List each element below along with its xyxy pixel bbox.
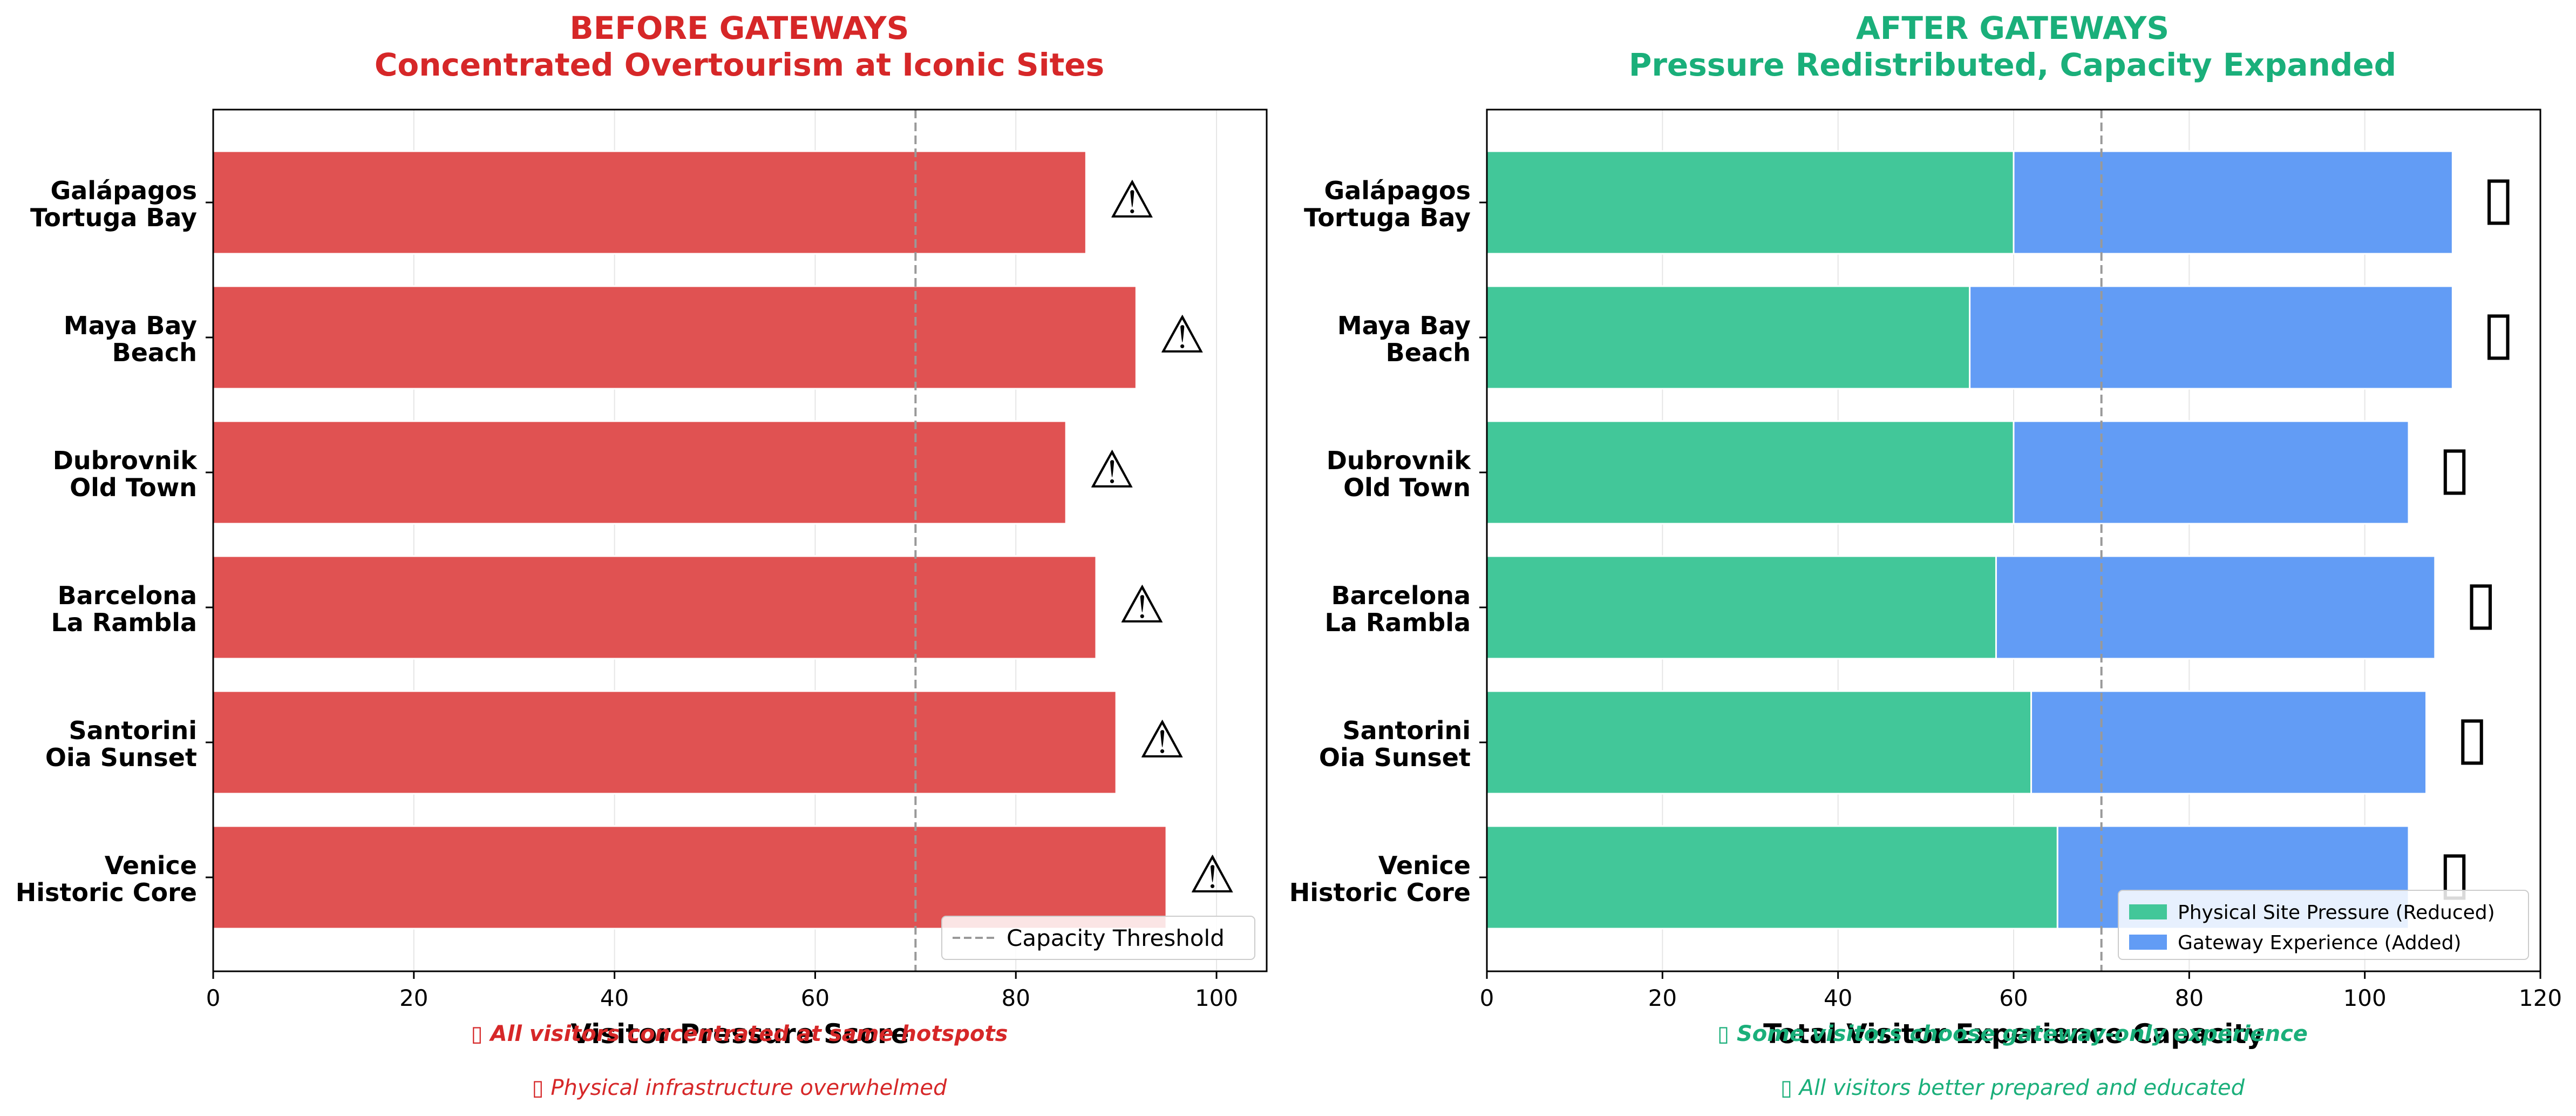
y-tick-label: Santorini Oia Sunset — [45, 716, 197, 772]
y-tick-label: Galápagos Tortuga Bay — [30, 176, 197, 232]
bar-marker: ⚠ — [1189, 844, 1235, 905]
legend-swatch — [2129, 904, 2167, 919]
bar-marker: ▯ — [2438, 432, 2471, 502]
x-tick-label: 20 — [399, 985, 428, 1011]
legend: Physical Site Pressure (Reduced) Gateway … — [2118, 890, 2529, 960]
bar-marker: ▯ — [2482, 163, 2515, 232]
panel-subtitle: Concentrated Overtourism at Iconic Sites — [375, 46, 1104, 83]
bar-marker: ▯ — [2482, 297, 2515, 367]
legend: Capacity Threshold — [941, 916, 1255, 960]
y-tick-label: Dubrovnik Old Town — [1327, 446, 1472, 502]
x-axis-label: Total Visitor Experience Capacity — [1763, 1018, 2264, 1050]
legend-label: Gateway Experience (Added) — [2178, 932, 2461, 954]
y-tick-label: Galápagos Tortuga Bay — [1304, 176, 1471, 232]
bar-marker: ⚠ — [1089, 439, 1135, 500]
note-line-1: ▯ All visitors concentrated at same hots… — [471, 1022, 1008, 1046]
before-gateways-panel: BEFORE GATEWAYS Concentrated Overtourism… — [16, 10, 1268, 1100]
after-gateways-panel: AFTER GATEWAYS Pressure Redistributed, C… — [1289, 10, 2562, 1100]
bar-series1-4 — [1486, 555, 1997, 660]
x-tick-label: 80 — [1002, 985, 1030, 1011]
legend-label: Physical Site Pressure (Reduced) — [2178, 902, 2495, 924]
bar-series1-2 — [1486, 285, 1971, 390]
bar-5 — [212, 690, 1117, 795]
y-tick-label: Venice Historic Core — [16, 851, 197, 907]
bar-marker: ▯ — [2456, 702, 2489, 772]
y-tick-label: Maya Bay Beach — [1337, 311, 1471, 367]
bar-series1-3 — [1486, 420, 2015, 525]
legend-swatch — [2129, 935, 2167, 950]
bar-6 — [212, 825, 1167, 930]
note-line-2: ▯ Physical infrastructure overwhelmed — [532, 1076, 947, 1100]
x-tick-label: 80 — [2175, 985, 2204, 1011]
bar-2 — [212, 285, 1137, 390]
bar-1 — [212, 150, 1087, 255]
legend-box — [2118, 890, 2529, 960]
bar-marker: ⚠ — [1159, 305, 1205, 365]
panel-title: AFTER GATEWAYS — [1856, 10, 2169, 46]
bar-series2-4 — [1995, 555, 2436, 660]
x-tick-label: 0 — [206, 985, 221, 1011]
y-axis-ticks: Galápagos Tortuga Bay Maya Bay Beach Dubrovn… — [1289, 176, 1487, 907]
bar-markers: ⚠ ⚠ ⚠ ⚠ ⚠ ⚠ — [1089, 170, 1235, 905]
bar-4 — [212, 555, 1097, 660]
x-axis-ticks: 0 20 40 60 80 100 120 — [1480, 971, 2562, 1011]
note-line-2: ▯ All visitors better prepared and educa… — [1780, 1076, 2245, 1100]
y-tick-label: Venice Historic Core — [1289, 851, 1471, 907]
y-tick-label: Santorini Oia Sunset — [1319, 716, 1471, 772]
bar-marker: ⚠ — [1139, 709, 1185, 770]
bar-marker: ⚠ — [1109, 170, 1155, 230]
x-tick-label: 40 — [600, 985, 629, 1011]
bar-series1-5 — [1486, 690, 2033, 795]
y-tick-label: Barcelona La Rambla — [1325, 581, 1471, 637]
x-tick-label: 60 — [1999, 985, 2028, 1011]
x-tick-label: 100 — [2343, 985, 2387, 1011]
y-axis-ticks: Galápagos Tortuga Bay Maya Bay Beach Dubrovn… — [16, 176, 213, 907]
bars — [1486, 150, 2453, 930]
bar-series2-2 — [1969, 285, 2453, 390]
bars — [212, 150, 1167, 930]
bar-series1-1 — [1486, 150, 2015, 255]
x-tick-label: 100 — [1195, 985, 1238, 1011]
x-axis-ticks: 0 20 40 60 80 100 — [206, 971, 1238, 1011]
x-tick-label: 60 — [801, 985, 830, 1011]
panel-subtitle: Pressure Redistributed, Capacity Expande… — [1629, 46, 2396, 83]
x-tick-label: 0 — [1480, 985, 1494, 1011]
y-tick-label: Dubrovnik Old Town — [53, 446, 198, 502]
x-tick-label: 120 — [2519, 985, 2562, 1011]
x-tick-label: 20 — [1648, 985, 1677, 1011]
bar-marker: ▯ — [2465, 567, 2498, 637]
bar-marker: ⚠ — [1119, 574, 1165, 635]
x-tick-label: 40 — [1824, 985, 1852, 1011]
legend-box — [941, 916, 1255, 960]
bar-series2-1 — [2013, 150, 2453, 255]
note-line-1: ▯ Some visitors choose gateway-only expe… — [1717, 1022, 2308, 1046]
bar-series2-5 — [2030, 690, 2428, 795]
plot-frame — [212, 109, 1268, 972]
bar-series1-6 — [1486, 825, 2058, 930]
panel-title: BEFORE GATEWAYS — [570, 10, 909, 46]
y-tick-label: Maya Bay Beach — [64, 311, 197, 367]
bar-3 — [212, 420, 1067, 525]
y-tick-label: Barcelona La Rambla — [51, 581, 198, 637]
legend-label: Capacity Threshold — [1007, 925, 1225, 951]
bar-series2-3 — [2013, 420, 2410, 525]
x-axis-label: Visitor Pressure Score — [570, 1018, 909, 1050]
